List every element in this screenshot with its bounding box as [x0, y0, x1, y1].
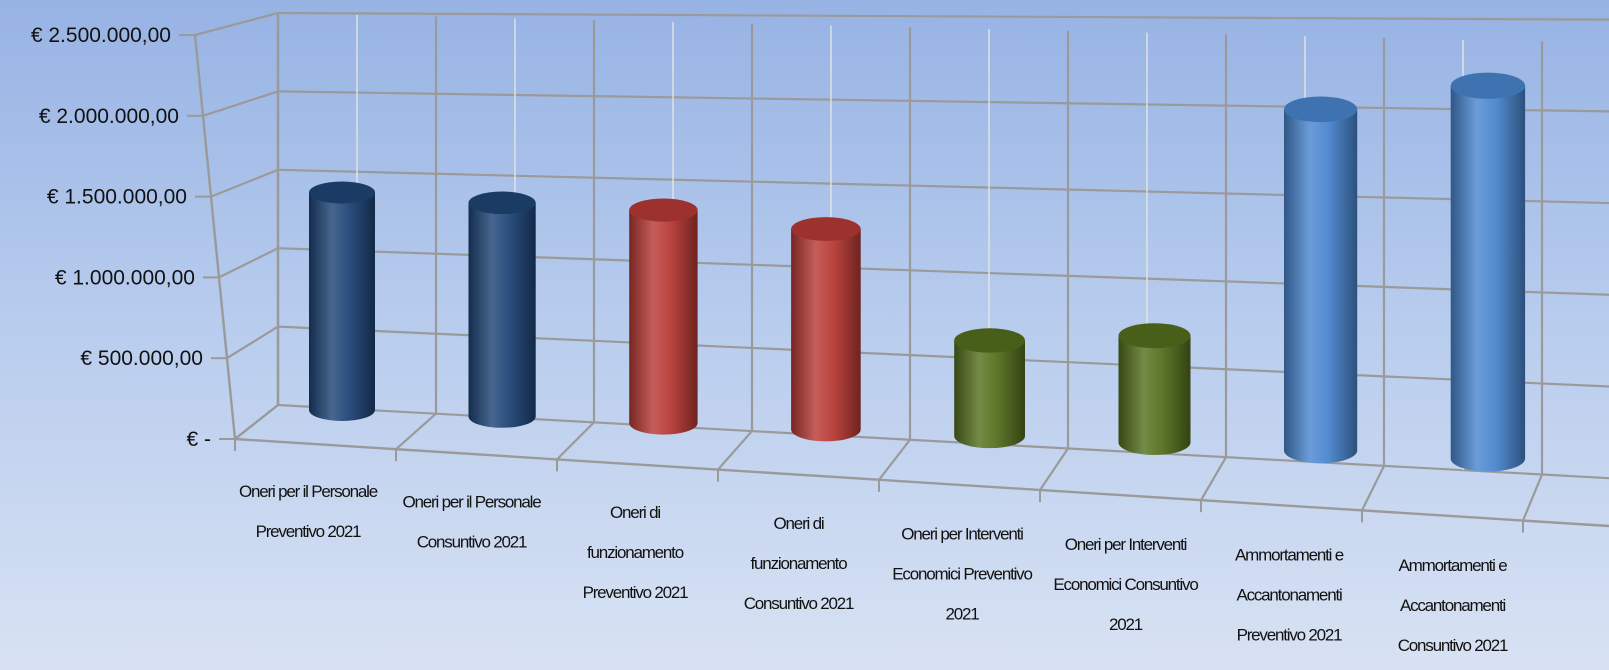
y-tick-label: € - [186, 428, 211, 451]
chart-grid [194, 11, 1609, 521]
bar-cylinder-top [1284, 96, 1358, 123]
floor-front-edge [234, 437, 1609, 528]
bar-cylinder [1284, 96, 1358, 464]
x-category-label-line: Consuntivo 2021 [744, 594, 854, 613]
floor-divider [717, 430, 753, 471]
x-category-label-line: Accantonamenti [1236, 586, 1342, 605]
y-tick-label: € 500.000,00 [80, 347, 203, 370]
bar-cylinder-top [791, 217, 861, 241]
x-category-label: Ammortamenti e Accantonamenti Preventivo 2… [1235, 546, 1345, 645]
x-category-label-line: Accantonamenti [1400, 596, 1506, 615]
chart-bars [309, 72, 1526, 472]
x-category-label: Oneri per il Personale Consuntivo 2021 [402, 493, 542, 552]
bar-cylinder-body [1284, 109, 1358, 464]
bar-cylinder [954, 328, 1025, 449]
bar-cylinder-body [1118, 335, 1191, 455]
bar-cylinder-top [1118, 323, 1191, 349]
bar-cylinder [468, 191, 536, 428]
bar-cylinder [629, 198, 698, 435]
back-wall-gridline [277, 11, 1609, 21]
x-category-label-line: Preventivo 2021 [1237, 626, 1343, 645]
y-tick-label: € 2.500.000,00 [31, 24, 171, 47]
chart-axes [179, 13, 1609, 533]
y-tick-label: € 2.000.000,00 [39, 105, 179, 128]
back-wall-gridline [277, 168, 1609, 205]
floor-divider [556, 421, 595, 461]
x-category-label-line: Economici Preventivo [892, 564, 1032, 583]
bar-cylinder [1118, 323, 1191, 455]
side-wall-gridline [210, 168, 279, 198]
x-category-label-line: funzionamento [587, 543, 684, 562]
x-category-label-line: 2021 [1109, 615, 1143, 634]
floor-divider [878, 439, 911, 481]
bar-cylinder-top [954, 328, 1025, 353]
x-category-label: Oneri di funzionamento Consuntivo 2021 [744, 514, 856, 613]
y-tick-label: € 1.000.000,00 [55, 266, 195, 289]
bar-cylinder [309, 181, 375, 421]
x-category-label: Oneri per Interventi Economici Consuntivo… [1053, 535, 1199, 634]
x-category-label: Oneri per il Personale Preventivo 2021 [239, 482, 379, 541]
bar-cylinder-top [309, 181, 375, 204]
x-category-label-line: Oneri per il Personale [402, 493, 541, 512]
x-category-label-line: Consuntivo 2021 [1398, 636, 1508, 655]
floor-divider [1361, 465, 1385, 511]
bar-cylinder-body [468, 202, 536, 428]
x-category-label-line: Oneri per Interventi [1065, 535, 1187, 554]
side-wall-gridline [218, 247, 279, 279]
bar-cylinder-body [1450, 85, 1526, 472]
side-wall-gridline [202, 90, 279, 117]
x-category-label-line: funzionamento [751, 554, 848, 573]
side-wall-gridline [194, 11, 279, 37]
floor-divider [395, 412, 437, 451]
x-category-label-line: Oneri per il Personale [239, 482, 378, 501]
bar-cylinder-body [791, 229, 861, 442]
x-category-label: Oneri di funzionamento Preventivo 2021 [583, 503, 690, 602]
x-category-label-line: Preventivo 2021 [256, 522, 362, 541]
floor-divider [1200, 456, 1227, 501]
x-category-label-line: Oneri per Interventi [901, 524, 1023, 543]
y-axis-tick-labels: € - € 500.000,00 € 1.000.000,00 € 1.500.000… [31, 24, 211, 451]
back-wall-gridline [277, 90, 1609, 113]
bar-cylinder-top [629, 198, 698, 222]
x-category-label: Oneri per Interventi Economici Preventivo… [892, 524, 1033, 623]
x-category-label-line: 2021 [945, 604, 979, 623]
floor-divider [1039, 447, 1069, 491]
x-category-label-line: Oneri di [774, 514, 824, 533]
floor-divider [234, 404, 279, 440]
x-category-label-line: Oneri di [610, 503, 660, 522]
y-axis-line [193, 34, 237, 440]
bar-cylinder-body [954, 340, 1025, 449]
bar-cylinder-top [468, 191, 536, 215]
bar-cylinder-body [309, 192, 375, 421]
x-category-label: Ammortamenti e Accantonamenti Consuntivo 2… [1398, 556, 1510, 655]
y-tick-label: € 1.500.000,00 [47, 186, 187, 209]
bar-cylinder [791, 217, 861, 442]
x-category-label-line: Preventivo 2021 [583, 583, 689, 602]
x-category-label-line: Ammortamenti e [1399, 556, 1508, 575]
x-category-label-line: Economici Consuntivo [1053, 575, 1198, 594]
floor-divider [1521, 474, 1544, 521]
bar-cylinder-body [629, 210, 698, 435]
side-wall-gridline [226, 325, 279, 360]
bar-cylinder [1450, 72, 1526, 472]
x-category-label-line: Consuntivo 2021 [417, 533, 527, 552]
bar-cylinder-top [1450, 72, 1526, 99]
x-category-label-line: Ammortamenti e [1235, 546, 1344, 565]
